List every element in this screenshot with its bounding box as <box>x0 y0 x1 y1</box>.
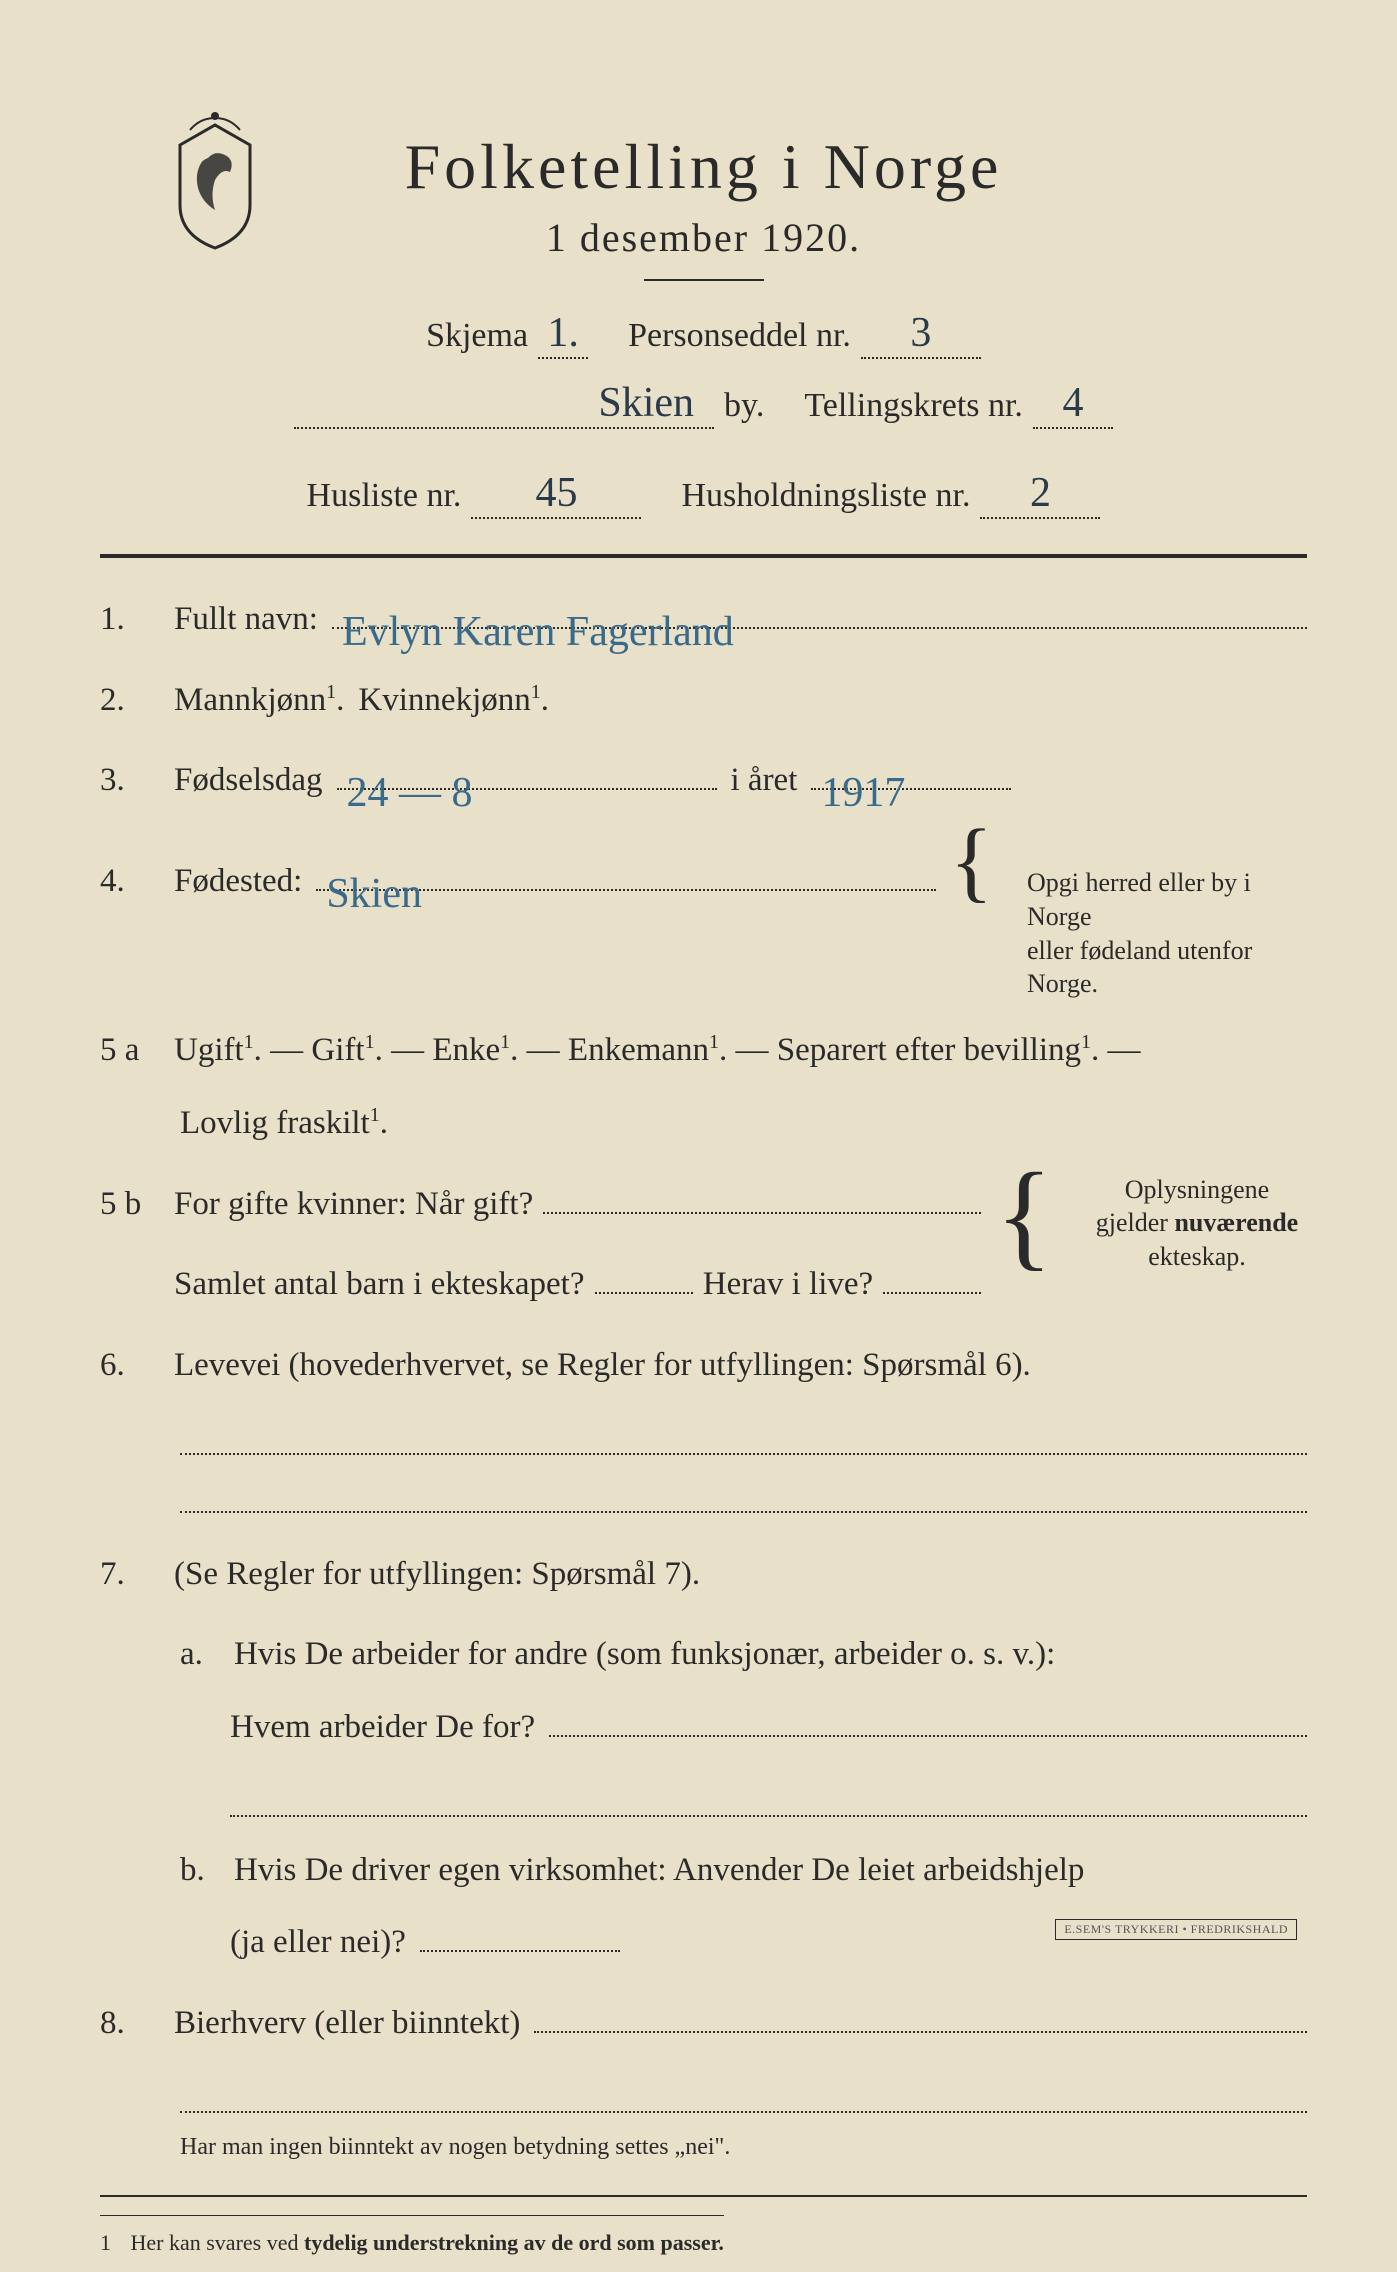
q6-num: 6. <box>100 1334 160 1397</box>
q7b-field <box>420 1914 620 1952</box>
form-body: 1. Fullt navn: Evlyn Karen Fagerland 2. … <box>100 588 1307 2272</box>
personseddel-value: 3 <box>861 309 981 359</box>
q7a-field <box>549 1699 1307 1737</box>
by-value: Skien <box>294 379 714 429</box>
q3-num: 3. <box>100 749 160 812</box>
q8-field2 <box>180 2077 1307 2113</box>
q4-brace-icon: { <box>950 830 993 893</box>
form-date: 1 desember 1920. <box>100 214 1307 261</box>
q5a-num: 5 a <box>100 1019 160 1082</box>
printer-mark: E.SEM'S TRYKKERI • FREDRIKSHALD <box>1055 1919 1297 1940</box>
q7-num: 7. <box>100 1543 160 1606</box>
q3-day-field: 24 — 8 <box>337 752 717 790</box>
q4-value-field: Skien <box>316 853 935 891</box>
q5b-brace-icon: { <box>995 1173 1053 1257</box>
q6-label: Levevei (hovederhvervet, se Regler for u… <box>174 1334 1031 1397</box>
q7-row: 7. (Se Regler for utfyllingen: Spørsmål … <box>100 1543 1307 1606</box>
q8-field1 <box>534 1995 1307 2033</box>
husliste-value: 45 <box>471 469 641 519</box>
q6-fields <box>100 1419 1307 1513</box>
q2-female: Kvinnekjønn1. <box>358 669 549 732</box>
q8-label: Bierhverv (eller biinntekt) <box>174 1992 520 2055</box>
q7b-row: b. Hvis De driver egen virksomhet: Anven… <box>100 1839 1307 1902</box>
q5a-row: 5 a Ugift1. — Gift1. — Enke1. — Enkemann… <box>100 1019 1307 1082</box>
q5b-label2: Samlet antal barn i ekteskapet? <box>174 1253 585 1316</box>
q4-label: Fødested: <box>174 850 302 913</box>
q6-field1 <box>180 1419 1307 1455</box>
footnote: 1 Her kan svares ved tydelig understrekn… <box>100 2215 724 2264</box>
q7a-field2 <box>230 1781 1307 1817</box>
q5b-field1 <box>543 1176 981 1214</box>
q7a-line1: Hvis De arbeider for andre (som funksjon… <box>234 1623 1055 1686</box>
meta-line-3: Husliste nr. 45 Husholdningsliste nr. 2 <box>100 469 1307 519</box>
q5b-field3 <box>883 1256 981 1294</box>
q5b-label1: For gifte kvinner: Når gift? <box>174 1173 533 1236</box>
q5a-lovlig: Lovlig fraskilt1. <box>180 1092 388 1155</box>
q3-day: 24 — 8 <box>347 754 473 792</box>
husholdning-label: Husholdningsliste nr. <box>681 477 970 515</box>
form-header: Folketelling i Norge 1 desember 1920. Sk… <box>100 90 1307 519</box>
skjema-value: 1. <box>538 309 588 359</box>
q4-value: Skien <box>326 855 422 893</box>
skjema-label: Skjema <box>426 317 528 355</box>
tellingskrets-value: 4 <box>1033 379 1113 429</box>
q1-value: Evlyn Karen Fagerland <box>342 593 734 631</box>
husliste-label: Husliste nr. <box>307 477 462 515</box>
q1-value-field: Evlyn Karen Fagerland <box>332 591 1307 629</box>
q1-label: Fullt navn: <box>174 588 318 651</box>
q3-year-field: 1917 <box>811 752 1011 790</box>
title-divider <box>644 279 764 281</box>
q7a-letter: a. <box>180 1623 220 1686</box>
q3-row: 3. Fødselsdag 24 — 8 i året 1917 <box>100 749 1307 812</box>
by-label: by. <box>724 387 764 425</box>
meta-line-1: Skjema 1. Personseddel nr. 3 <box>100 309 1307 359</box>
q8-num: 8. <box>100 1992 160 2055</box>
husholdning-value: 2 <box>980 469 1100 519</box>
footnote-row: 1 Her kan svares ved tydelig understrekn… <box>100 2207 1307 2272</box>
header-rule <box>100 554 1307 558</box>
coat-of-arms-icon <box>160 110 270 250</box>
q6-row: 6. Levevei (hovederhvervet, se Regler fo… <box>100 1334 1307 1397</box>
q5a-options: Ugift1. — Gift1. — Enke1. — Enkemann1. —… <box>174 1019 1140 1082</box>
q7b-line1: Hvis De driver egen virksomhet: Anvender… <box>234 1839 1084 1902</box>
q5a-row-2: Lovlig fraskilt1. <box>100 1092 1307 1155</box>
q3-year: 1917 <box>821 754 905 792</box>
q2-row: 2. Mannkjønn1. Kvinnekjønn1. <box>100 669 1307 732</box>
census-form-page: Folketelling i Norge 1 desember 1920. Sk… <box>100 90 1307 1988</box>
q8-row: 8. Bierhverv (eller biinntekt) <box>100 1992 1307 2055</box>
q5b-label3: Herav i live? <box>703 1253 873 1316</box>
q5b-num: 5 b <box>100 1173 160 1236</box>
q7-label: (Se Regler for utfyllingen: Spørsmål 7). <box>174 1543 700 1606</box>
q2-male: Mannkjønn1. <box>174 669 344 732</box>
q1-row: 1. Fullt navn: Evlyn Karen Fagerland <box>100 588 1307 651</box>
q5b-field2 <box>595 1256 693 1294</box>
footer-rule <box>100 2195 1307 2197</box>
q3-mid: i året <box>731 749 798 812</box>
q5b-note: Oplysningene gjelder nuværende ekteskap. <box>1067 1173 1307 1274</box>
q5b-row: 5 b For gifte kvinner: Når gift? Samlet … <box>100 1173 1307 1316</box>
q2-num: 2. <box>100 669 160 732</box>
q4-row: 4. Fødested: Skien { Opgi herred eller b… <box>100 830 1307 1001</box>
q6-field2 <box>180 1477 1307 1513</box>
meta-line-2: Skien by. Tellingskrets nr. 4 <box>100 379 1307 429</box>
q5b-content: For gifte kvinner: Når gift? Samlet anta… <box>174 1173 981 1316</box>
personseddel-label: Personseddel nr. <box>628 317 851 355</box>
q7a-line2: Hvem arbeider De for? <box>230 1696 535 1759</box>
q4-num: 4. <box>100 850 160 913</box>
q7a-field2-wrap <box>100 1781 1307 1817</box>
footer-note: Har man ingen biinntekt av nogen betydni… <box>100 2125 1307 2171</box>
form-title: Folketelling i Norge <box>100 130 1307 204</box>
q1-num: 1. <box>100 588 160 651</box>
q7b-line2: (ja eller nei)? <box>230 1911 406 1974</box>
q7a-row: a. Hvis De arbeider for andre (som funks… <box>100 1623 1307 1686</box>
q4-note: Opgi herred eller by i Norge eller fødel… <box>1007 866 1307 1001</box>
q7b-letter: b. <box>180 1839 220 1902</box>
q8-field2-wrap <box>100 2077 1307 2113</box>
q3-label: Fødselsdag <box>174 749 323 812</box>
q7a-row2: Hvem arbeider De for? <box>100 1696 1307 1759</box>
tellingskrets-label: Tellingskrets nr. <box>804 387 1023 425</box>
